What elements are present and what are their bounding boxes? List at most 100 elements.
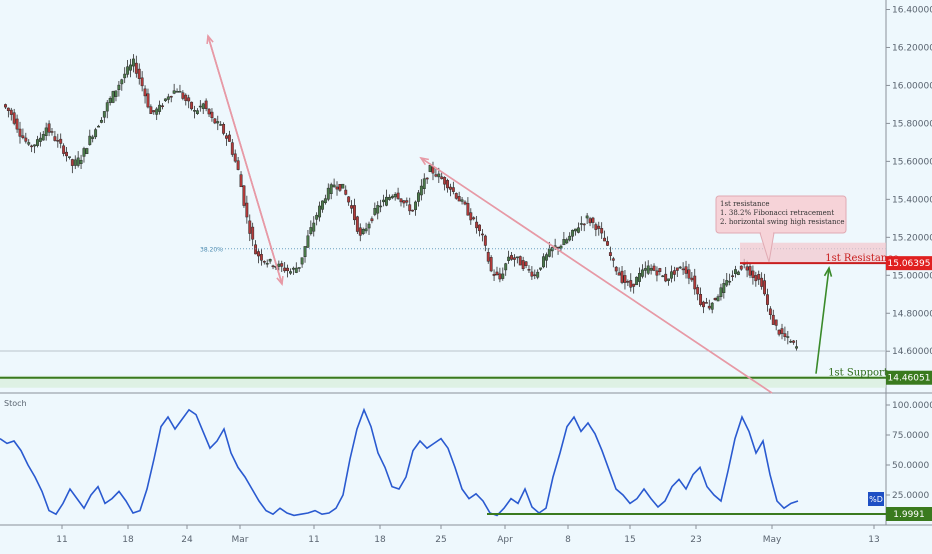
candle-body <box>620 270 624 283</box>
candle-body <box>748 266 752 276</box>
candle-body <box>422 178 426 189</box>
candle-body <box>699 294 703 305</box>
candle-body <box>760 277 764 287</box>
candle-body <box>431 166 435 174</box>
candle-body <box>387 197 391 200</box>
candle-body <box>696 287 700 295</box>
candle-body <box>725 280 729 286</box>
candle-body <box>774 319 778 326</box>
candle-body <box>643 268 647 271</box>
candle-body <box>492 273 496 276</box>
candle-body <box>146 93 150 108</box>
candle-body <box>204 100 208 109</box>
candle-body <box>257 251 260 257</box>
candle-body <box>149 106 153 114</box>
candle-body <box>512 257 516 260</box>
candle-body <box>507 256 511 261</box>
time-tick-label: 18 <box>374 535 386 545</box>
candle-body <box>318 205 322 218</box>
candle-body <box>166 96 170 100</box>
candle-body <box>370 218 374 222</box>
candle-body <box>786 336 790 338</box>
price-tick-label: 15.20000 <box>892 233 932 243</box>
candle-body <box>143 88 147 97</box>
candle-body <box>303 246 307 257</box>
candle-body <box>466 203 470 216</box>
candle-body <box>713 298 717 300</box>
price-tick-label: 16.40000 <box>892 5 932 15</box>
candle-body <box>419 185 423 196</box>
candle-body <box>707 305 711 309</box>
candle-body <box>56 140 60 142</box>
candle-body <box>329 184 333 194</box>
candle-body <box>227 134 231 142</box>
candle-body <box>501 273 505 279</box>
candle-body <box>321 200 324 210</box>
candle-body <box>585 215 589 219</box>
candle-body <box>390 195 394 199</box>
candle-body <box>603 237 607 242</box>
candle-body <box>722 283 726 293</box>
candle-body <box>539 267 543 270</box>
candle-body <box>70 159 74 166</box>
time-tick-label: 18 <box>122 535 134 545</box>
candle-body <box>451 187 455 192</box>
candle-body <box>30 145 34 148</box>
note-pointer-mask <box>761 230 773 234</box>
candle-body <box>129 64 132 71</box>
time-tick-label: 13 <box>868 535 879 545</box>
candle-body <box>62 145 66 154</box>
candle-body <box>163 98 167 102</box>
time-tick-label: 23 <box>690 535 701 545</box>
candle-body <box>108 98 112 104</box>
fib-label: 38.20% <box>200 247 223 254</box>
candle-body <box>638 272 641 282</box>
resistance-price-tag <box>886 256 932 271</box>
candle-body <box>332 184 336 188</box>
candle-body <box>417 192 420 202</box>
candle-body <box>326 187 330 200</box>
price-tick-label: 14.60000 <box>892 347 932 357</box>
candle-body <box>614 266 618 272</box>
price-tick-label: 14.80000 <box>892 309 932 319</box>
candle-body <box>94 129 98 138</box>
candle-body <box>617 272 621 276</box>
candle-body <box>347 196 351 203</box>
candle-body <box>719 287 723 297</box>
candle-body <box>448 186 452 190</box>
candle-body <box>207 108 211 115</box>
candle-body <box>728 280 732 283</box>
candle-body <box>574 228 577 232</box>
price-tick-label: 16.00000 <box>892 81 932 91</box>
candle-body <box>236 160 240 170</box>
candle-body <box>385 196 388 206</box>
candle-body <box>355 216 359 232</box>
candle-body <box>571 229 575 237</box>
candle-body <box>515 256 519 259</box>
candle-body <box>225 135 228 139</box>
candle-body <box>15 118 19 130</box>
candle-body <box>754 275 758 282</box>
price-tick-label: 15.80000 <box>892 119 932 129</box>
candle-body <box>99 119 103 123</box>
candle-body <box>6 107 10 111</box>
candle-body <box>41 134 45 141</box>
candle-body <box>440 176 444 180</box>
candle-body <box>254 244 258 255</box>
price-tick-label: 16.20000 <box>892 43 932 53</box>
candle-body <box>480 233 484 236</box>
candle-body <box>611 258 615 261</box>
candle-body <box>382 199 385 203</box>
stoch-tick-label: 50.0000 <box>892 461 929 471</box>
candle-body <box>111 91 115 103</box>
candle-body <box>469 212 473 221</box>
candle-body <box>434 174 438 177</box>
candle-body <box>44 127 48 136</box>
resistance-label: 1st Resistance <box>825 253 899 264</box>
candle-body <box>195 110 199 114</box>
candle-body <box>475 221 479 229</box>
candle-body <box>91 136 95 139</box>
candle-body <box>690 277 694 281</box>
candle-body <box>757 274 761 280</box>
